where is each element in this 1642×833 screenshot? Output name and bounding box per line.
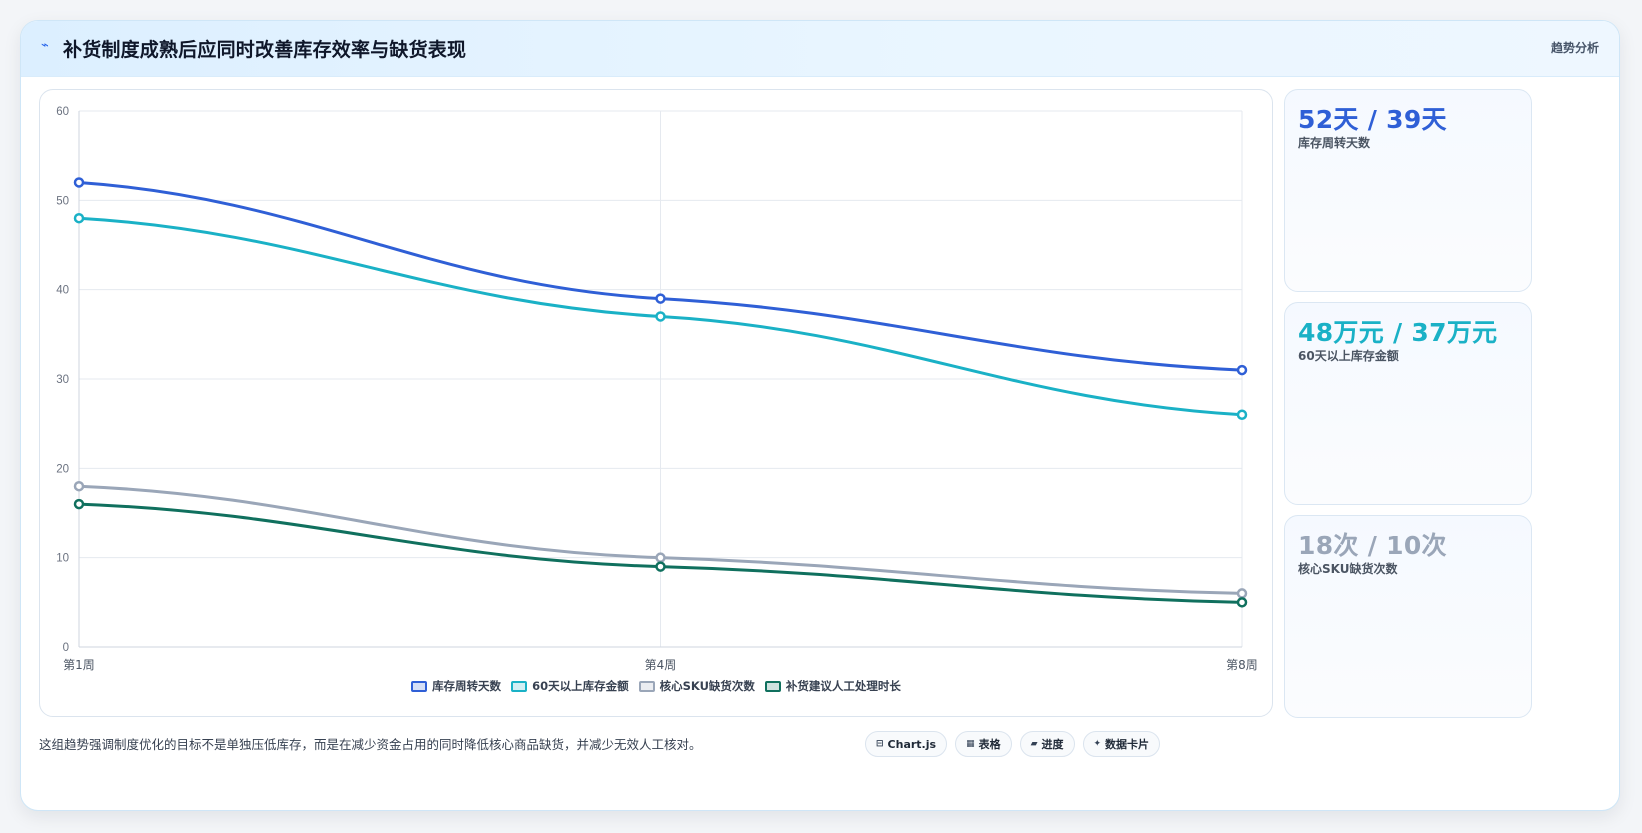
data-point — [655, 293, 666, 304]
progress-icon: ▰ — [1030, 739, 1038, 749]
data-point — [1236, 588, 1248, 599]
data-point — [73, 212, 85, 224]
trend-icon: ⌁ — [41, 38, 49, 53]
legend-swatch — [411, 680, 428, 692]
page-title: 补货制度成熟后应同时改善库存效率与缺货表现 — [63, 39, 467, 61]
data-point — [1236, 597, 1248, 608]
chip-chartjs[interactable]: ⊟ Chart.js — [865, 731, 948, 757]
chip-data-cards[interactable]: ✦ 数据卡片 — [1082, 731, 1161, 757]
chart-panel: 0 10 20 30 40 50 60 第1周 第4周 第8周 库存周转天数 60天以上库存金额 核心… — [39, 89, 1273, 717]
chip-label: 数据卡片 — [1105, 738, 1150, 751]
kpi-value: 52天 / 39天 — [1298, 105, 1447, 134]
x-tick-label: 第4周 — [645, 658, 677, 672]
legend-label: 库存周转天数 — [432, 679, 502, 693]
kpi-card-stockout: 18次 / 10次 核心SKU缺货次数 — [1284, 515, 1532, 718]
legend-swatch — [511, 680, 528, 692]
data-point — [73, 498, 85, 510]
legend-swatch — [764, 680, 781, 692]
legend-label: 补货建议人工处理时长 — [785, 679, 901, 693]
footer-note: 这组趋势强调制度优化的目标不是单独压低库存，而是在减少资金占用的同时降低核心商品… — [39, 737, 702, 752]
chip-label: 进度 — [1041, 738, 1064, 751]
data-point — [1236, 409, 1248, 420]
legend-label: 60天以上库存金额 — [532, 679, 629, 693]
legend-item[interactable]: 60天以上库存金额 — [511, 678, 629, 694]
view-chips: ⊟ Chart.js ▦ 表格 ▰ 进度 ✦ 数据卡片 — [865, 731, 1161, 757]
chip-label: Chart.js — [887, 737, 937, 751]
legend-swatch — [638, 680, 655, 692]
legend-item[interactable]: 库存周转天数 — [411, 678, 501, 694]
kpi-card-aged-inventory: 48万元 / 37万元 60天以上库存金额 — [1284, 302, 1532, 505]
kpi-label: 核心SKU缺货次数 — [1298, 562, 1398, 576]
trend-card: ⌁ 补货制度成熟后应同时改善库存效率与缺货表现 趋势分析 0 10 20 30 40 50… — [20, 20, 1620, 811]
chart-legend: 库存周转天数 60天以上库存金额 核心SKU缺货次数 补货建议人工处理时长 — [40, 678, 1272, 694]
sparkle-icon: ✦ — [1093, 739, 1102, 749]
data-point — [73, 177, 85, 188]
kpi-value: 18次 / 10次 — [1298, 531, 1447, 560]
kpi-label: 60天以上库存金额 — [1298, 349, 1399, 363]
chip-table[interactable]: ▦ 表格 — [955, 731, 1012, 757]
kpi-value: 48万元 / 37万元 — [1298, 318, 1498, 347]
chip-progress[interactable]: ▰ 进度 — [1019, 731, 1075, 757]
chart-icon: ⊟ — [876, 739, 884, 749]
x-tick-label: 第1周 — [63, 658, 95, 672]
data-point — [1236, 364, 1248, 376]
card-header: ⌁ 补货制度成熟后应同时改善库存效率与缺货表现 趋势分析 — [21, 21, 1619, 77]
legend-item[interactable]: 核心SKU缺货次数 — [638, 678, 755, 694]
y-tick-label: 40 — [56, 285, 69, 297]
y-tick-label: 20 — [56, 463, 69, 475]
y-tick-label: 60 — [56, 106, 69, 118]
trend-analysis-tag: 趋势分析 — [1550, 41, 1599, 55]
legend-item[interactable]: 补货建议人工处理时长 — [764, 678, 901, 694]
data-point — [655, 311, 666, 322]
table-icon: ▦ — [966, 739, 975, 749]
kpi-card-turnover: 52天 / 39天 库存周转天数 — [1284, 89, 1532, 292]
y-tick-label: 10 — [56, 553, 69, 565]
data-point — [73, 480, 85, 492]
data-point — [655, 552, 666, 563]
y-tick-label: 50 — [56, 195, 69, 207]
x-tick-label: 第8周 — [1226, 658, 1258, 672]
legend-label: 核心SKU缺货次数 — [659, 679, 755, 693]
y-tick-label: 0 — [63, 642, 69, 654]
line-chart: 0 10 20 30 40 50 60 第1周 第4周 第8周 — [56, 106, 1258, 672]
y-tick-label: 30 — [56, 374, 69, 386]
data-point — [655, 561, 666, 572]
kpi-label: 库存周转天数 — [1298, 136, 1371, 150]
chip-label: 表格 — [978, 738, 1001, 751]
